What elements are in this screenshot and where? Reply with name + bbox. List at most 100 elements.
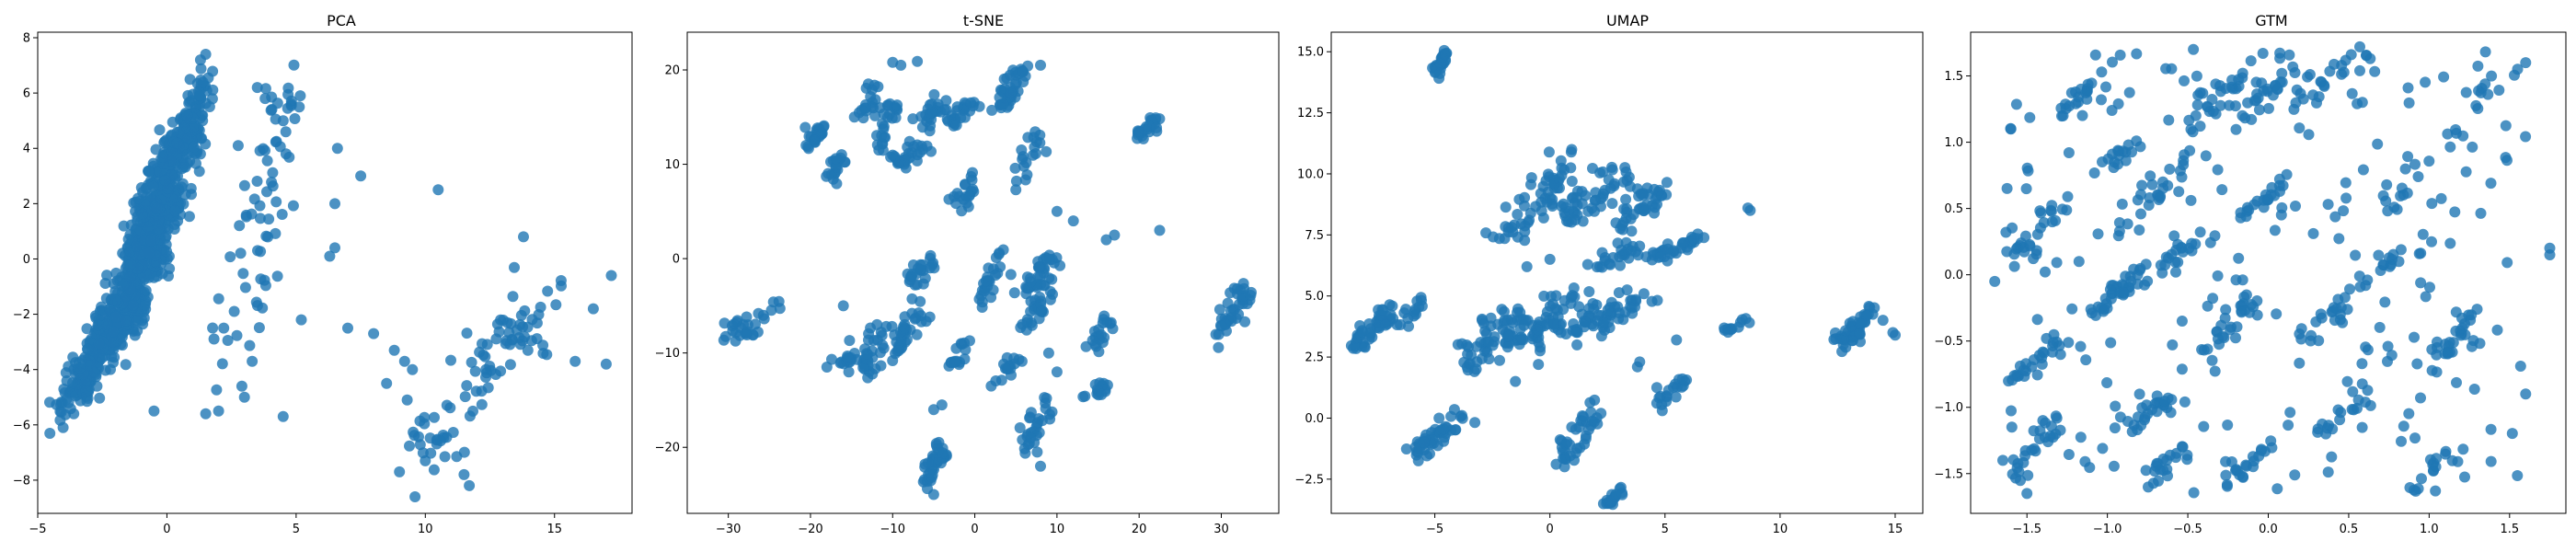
gtm-y-tick-label: −0.5 [1934,335,1963,349]
gtm-point [2440,448,2452,460]
pca-point [280,126,292,138]
pca-point [407,363,419,375]
pca-point [394,466,406,477]
gtm-point [2341,375,2353,387]
gtm-point [2287,61,2299,73]
gtm-point [2457,443,2469,455]
gtm-point [2066,303,2078,315]
pca-x-tick-label: −5 [29,523,46,536]
gtm-point [2356,358,2368,370]
gtm-point [2269,224,2281,236]
gtm-point [2040,266,2051,278]
umap-point [1512,209,1524,220]
umap-point [1637,201,1649,213]
gtm-point [2057,109,2069,121]
gtm-point [2018,364,2030,376]
gtm-point [2252,92,2264,104]
gtm-x-tick-label: 1.5 [2500,523,2519,536]
umap-point [1836,346,1848,358]
umap-point [1537,180,1549,192]
gtm-point [2031,369,2043,381]
umap-point [1576,186,1588,198]
tsne-point [1009,162,1021,174]
gtm-point [2102,153,2114,165]
gtm-point [2054,424,2066,436]
tsne-point [1031,446,1043,458]
pca-y-axis: −8 −6 −4 −2 0 2 4 6 8 [13,32,38,488]
umap-point [1499,233,1511,245]
umap-point [1538,290,1550,302]
gtm-point [2096,94,2107,106]
gtm-point [2432,341,2443,353]
umap-y-axis: −2.5 0.0 2.5 5.0 7.5 10.0 12.5 15.0 [1294,46,1331,487]
gtm-point [2409,331,2420,343]
gtm-point [2063,337,2075,349]
gtm-point [2416,473,2427,485]
gtm-point [2238,291,2250,303]
tsne-point [950,120,962,131]
pca-point [261,186,272,198]
gtm-point [2467,141,2478,153]
gtm-point [2221,480,2233,492]
gtm-point [2143,200,2155,211]
gtm-point [2172,238,2184,250]
tsne-point [927,257,939,269]
pca-point [569,355,581,367]
tsne-point [1097,317,1109,328]
tsne-point [965,97,977,109]
gtm-point [2209,230,2221,242]
umap-point [1450,424,1462,435]
umap-x-tick-label: 10 [1773,523,1788,536]
gtm-point [2512,470,2524,481]
gtm-point [2045,205,2057,217]
pca-point [254,213,266,224]
gtm-point [2104,283,2116,295]
gtm-point [2020,183,2032,195]
gtm-point [2230,332,2241,344]
umap-point [1359,341,1371,353]
gtm-point [2163,114,2175,126]
pca-x-tick-label: 10 [418,523,433,536]
gtm-point [2125,275,2137,287]
gtm-point [2207,106,2219,117]
gtm-point [2315,308,2327,320]
pca-point [447,427,459,438]
pca-point [294,90,306,102]
pca-title: PCA [327,12,356,29]
pca-point [259,83,271,95]
umap-point [1434,67,1446,79]
pca-point [495,365,507,377]
gtm-point [2089,49,2101,61]
pca-point [207,84,219,96]
umap-point [1590,187,1602,199]
gtm-point [2140,465,2152,477]
pca-point [288,59,300,71]
tsne-point [985,292,997,304]
tsne-point [1025,276,1037,288]
gtm-point [2212,164,2224,176]
pca-point [481,339,493,351]
tsne-point [986,104,998,116]
pca-point [206,93,218,105]
tsne-x-tick-label: −20 [798,523,822,536]
pca-point [267,167,279,178]
gtm-point [2424,282,2435,293]
tsne-point [821,362,833,373]
pca-point [211,384,223,396]
umap-point [1614,307,1626,319]
pca-point [276,209,288,220]
tsne-point [911,155,923,167]
tsne-point [1210,328,1222,340]
tsne-point [1154,224,1166,236]
tsne-point [1005,269,1017,281]
gtm-point [2123,86,2135,98]
gtm-point [2046,216,2058,228]
gtm-point [2116,198,2128,210]
tsne-point [985,380,997,392]
umap-point [1535,341,1547,353]
gtm-point [2372,138,2384,150]
tsne-point [1029,141,1041,153]
pca-point [445,354,456,366]
pca-x-axis: −5 0 5 10 15 [29,513,562,536]
gtm-point [2493,85,2505,96]
